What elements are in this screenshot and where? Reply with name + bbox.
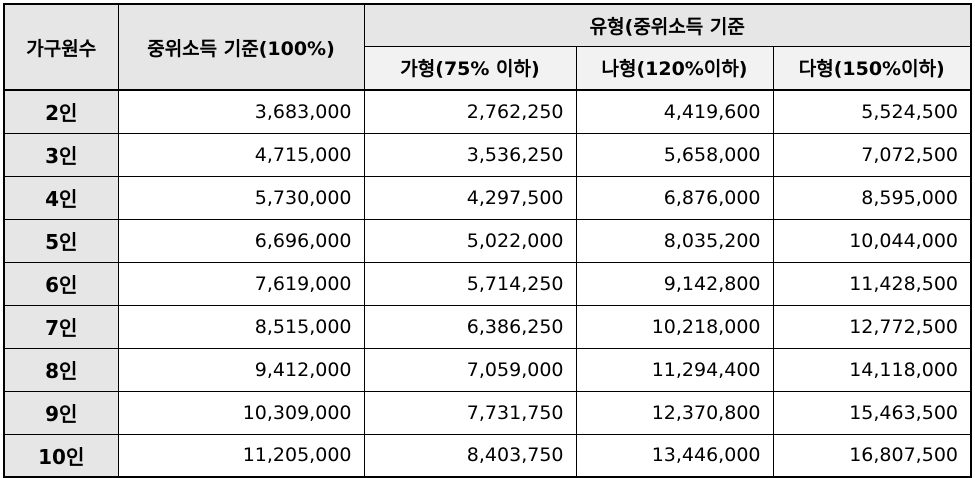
cell-type-a: 6,386,250 <box>363 304 577 349</box>
cell-type-a: 7,059,000 <box>363 347 577 392</box>
cell-type-b: 10,218,000 <box>575 304 774 349</box>
row-household-size: 4인 <box>3 175 119 220</box>
cell-type-c: 5,524,500 <box>772 89 972 134</box>
table-row: 4인 5,730,000 4,297,500 6,876,000 8,595,000 <box>3 175 972 220</box>
cell-type-b: 5,658,000 <box>575 132 774 177</box>
cell-median-income: 6,696,000 <box>117 218 365 263</box>
cell-type-a: 7,731,750 <box>363 390 577 435</box>
cell-type-a: 3,536,250 <box>363 132 577 177</box>
cell-type-b: 4,419,600 <box>575 89 774 134</box>
cell-median-income: 3,683,000 <box>117 89 365 134</box>
cell-type-c: 11,428,500 <box>772 261 972 306</box>
cell-median-income: 7,619,000 <box>117 261 365 306</box>
cell-type-b: 13,446,000 <box>575 433 774 478</box>
header-type-c: 다형(150%이하) <box>772 45 972 91</box>
cell-type-b: 11,294,400 <box>575 347 774 392</box>
cell-type-c: 8,595,000 <box>772 175 972 220</box>
income-table-wrapper: 가구원수 중위소득 기준(100%) 유형(중위소득 기준 가형(75% 이하)… <box>3 3 972 478</box>
table-row: 7인 8,515,000 6,386,250 10,218,000 12,772,500 <box>3 304 972 349</box>
table-row: 3인 4,715,000 3,536,250 5,658,000 7,072,500 <box>3 132 972 177</box>
header-median-income: 중위소득 기준(100%) <box>117 3 365 91</box>
row-household-size: 7인 <box>3 304 119 349</box>
cell-type-b: 6,876,000 <box>575 175 774 220</box>
cell-type-c: 16,807,500 <box>772 433 972 478</box>
cell-median-income: 11,205,000 <box>117 433 365 478</box>
table-body: 2인 3,683,000 2,762,250 4,419,600 5,524,500 3인… <box>3 89 972 478</box>
cell-type-a: 5,714,250 <box>363 261 577 306</box>
row-household-size: 6인 <box>3 261 119 306</box>
cell-type-a: 2,762,250 <box>363 89 577 134</box>
row-household-size: 5인 <box>3 218 119 263</box>
cell-median-income: 5,730,000 <box>117 175 365 220</box>
row-household-size: 2인 <box>3 89 119 134</box>
row-household-size: 10인 <box>3 433 119 478</box>
cell-type-b: 8,035,200 <box>575 218 774 263</box>
income-table: 가구원수 중위소득 기준(100%) 유형(중위소득 기준 가형(75% 이하)… <box>3 3 972 478</box>
cell-median-income: 8,515,000 <box>117 304 365 349</box>
table-row: 6인 7,619,000 5,714,250 9,142,800 11,428,500 <box>3 261 972 306</box>
cell-median-income: 10,309,000 <box>117 390 365 435</box>
table-row: 9인 10,309,000 7,731,750 12,370,800 15,463,50… <box>3 390 972 435</box>
cell-type-c: 12,772,500 <box>772 304 972 349</box>
cell-type-c: 7,072,500 <box>772 132 972 177</box>
table-row: 5인 6,696,000 5,022,000 8,035,200 10,044,000 <box>3 218 972 263</box>
cell-type-c: 15,463,500 <box>772 390 972 435</box>
cell-type-b: 9,142,800 <box>575 261 774 306</box>
cell-type-c: 14,118,000 <box>772 347 972 392</box>
header-household-size: 가구원수 <box>3 3 119 91</box>
row-household-size: 3인 <box>3 132 119 177</box>
row-household-size: 9인 <box>3 390 119 435</box>
cell-type-a: 8,403,750 <box>363 433 577 478</box>
row-household-size: 8인 <box>3 347 119 392</box>
cell-type-c: 10,044,000 <box>772 218 972 263</box>
cell-median-income: 4,715,000 <box>117 132 365 177</box>
cell-type-b: 12,370,800 <box>575 390 774 435</box>
header-type-b: 나형(120%이하) <box>575 45 774 91</box>
table-row: 2인 3,683,000 2,762,250 4,419,600 5,524,500 <box>3 89 972 134</box>
header-type-a: 가형(75% 이하) <box>363 45 577 91</box>
header-type-group: 유형(중위소득 기준 <box>363 3 972 47</box>
table-row: 10인 11,205,000 8,403,750 13,446,000 16,807,5… <box>3 433 972 478</box>
table-row: 8인 9,412,000 7,059,000 11,294,400 14,118,000 <box>3 347 972 392</box>
cell-type-a: 4,297,500 <box>363 175 577 220</box>
cell-type-a: 5,022,000 <box>363 218 577 263</box>
cell-median-income: 9,412,000 <box>117 347 365 392</box>
